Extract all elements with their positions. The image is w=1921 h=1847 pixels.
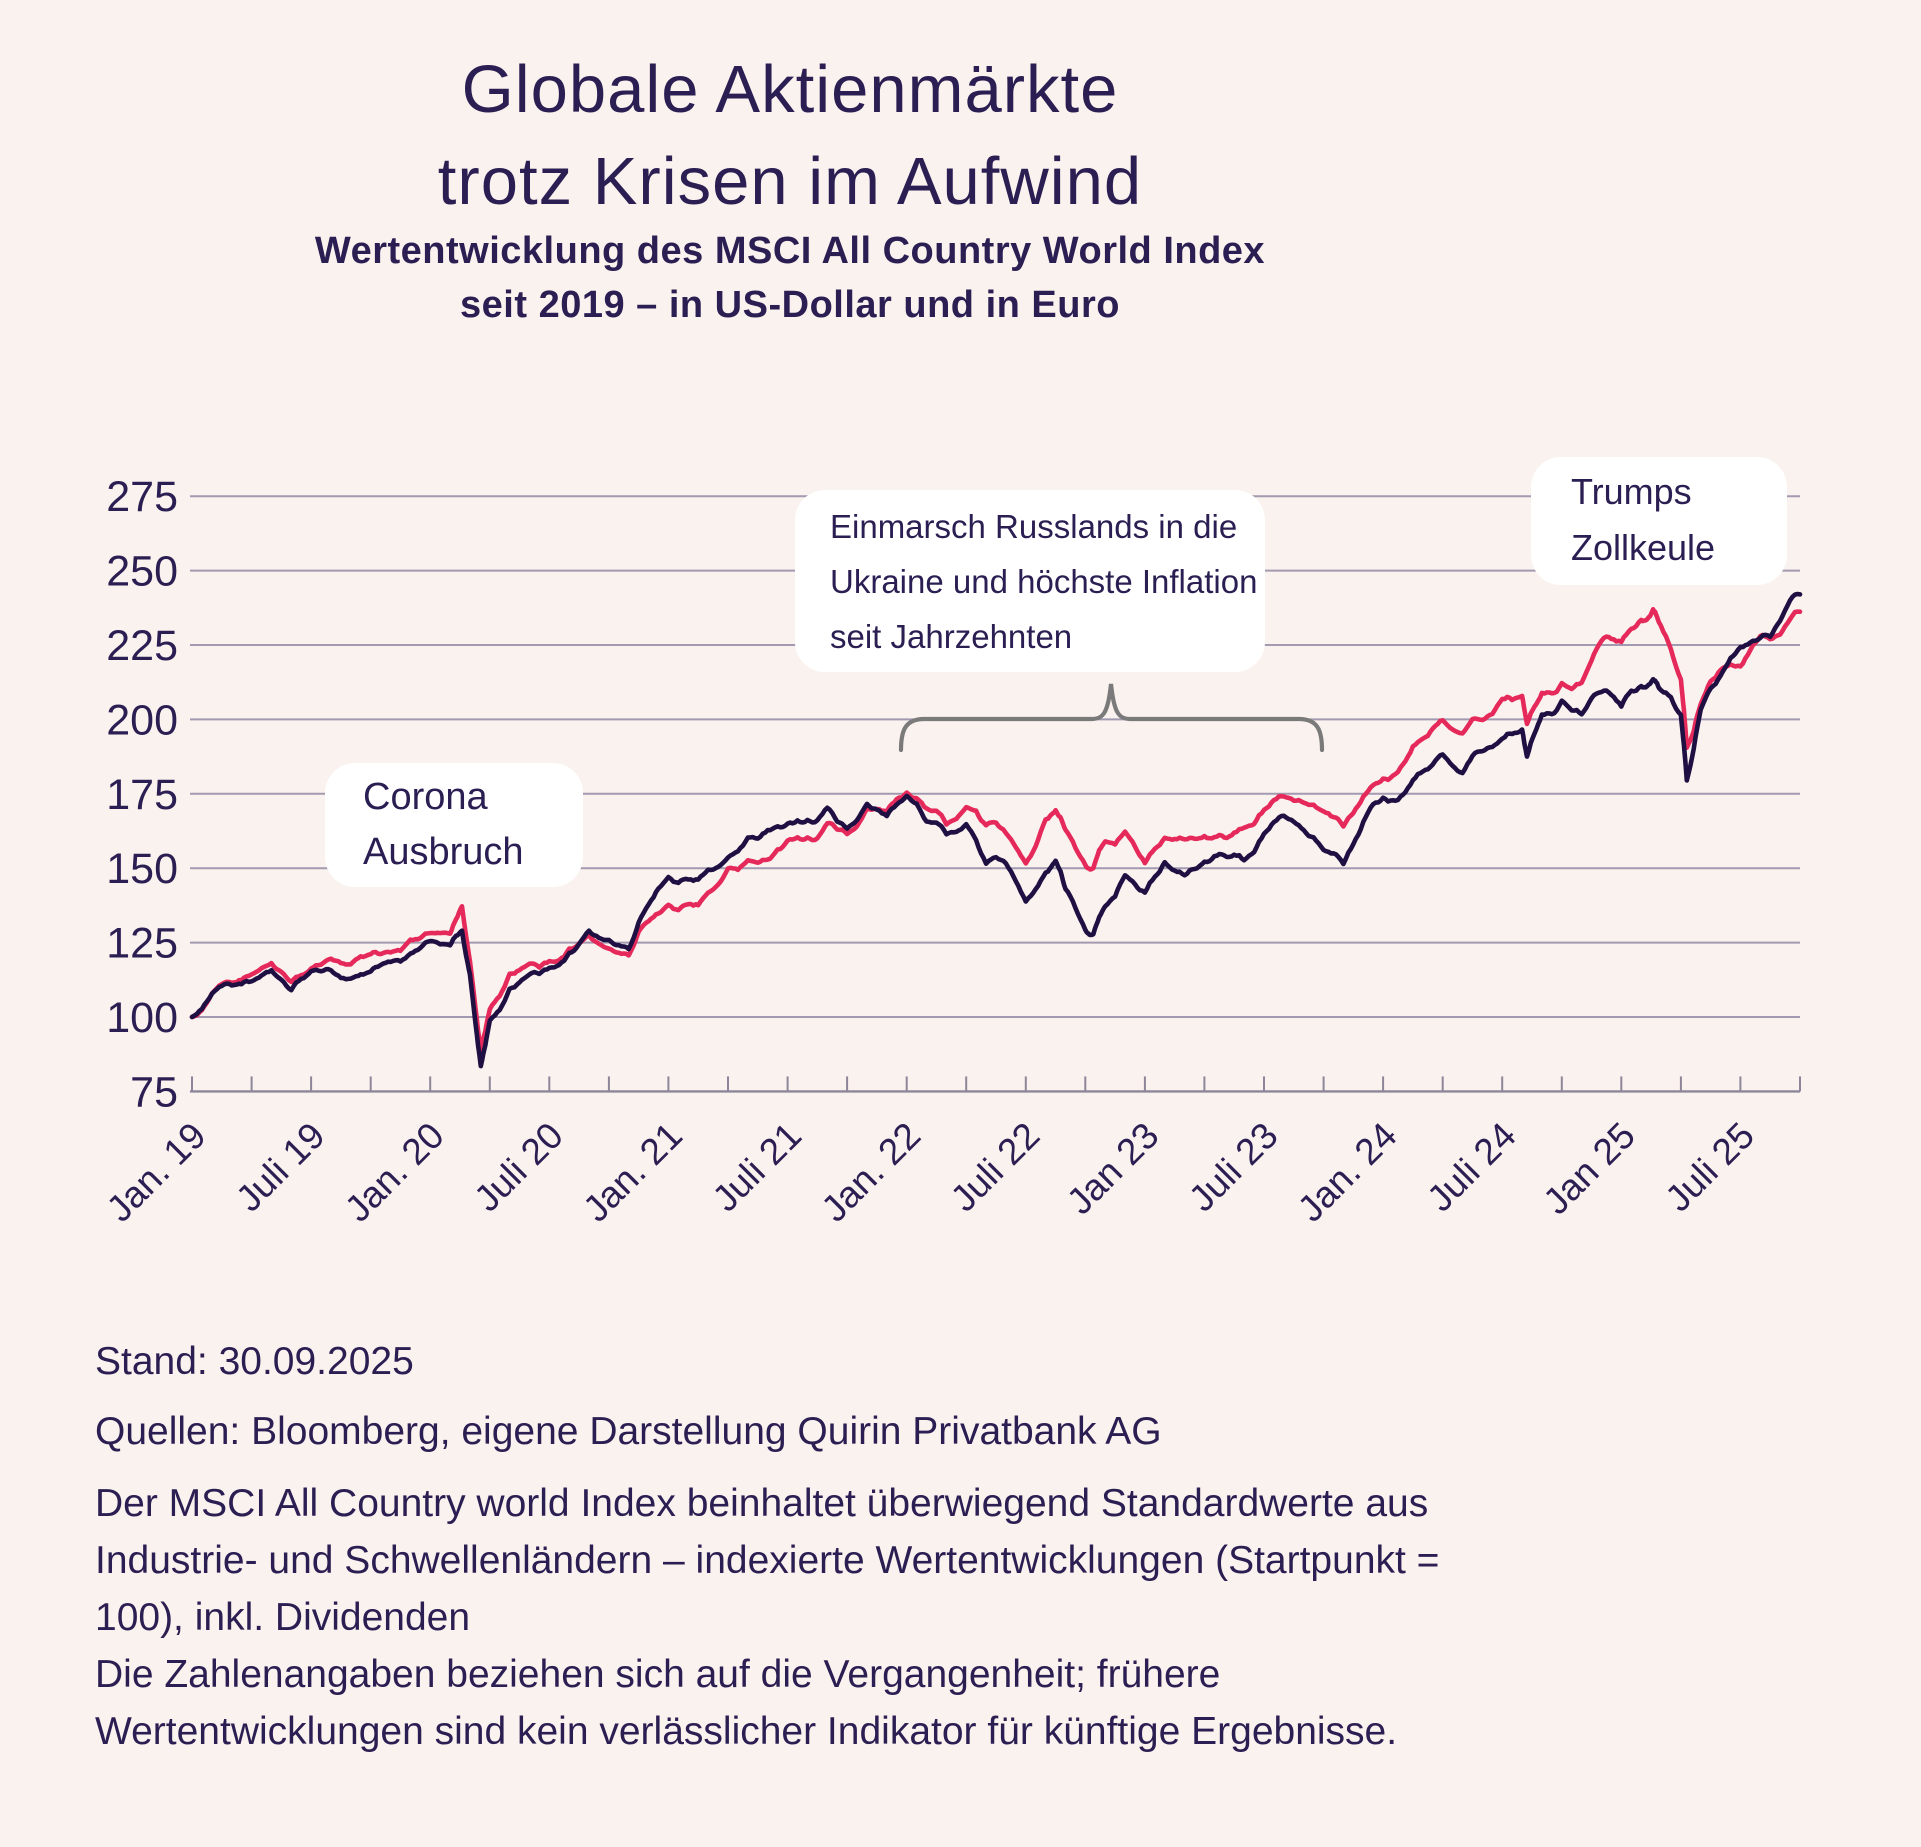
x-axis-tick-label: Jan 23: [1059, 1115, 1167, 1223]
page-subtitle: Wertentwicklung des MSCI All Country Wor…: [0, 224, 1580, 332]
annotation-ukraine-line-1: Einmarsch Russlands in die: [830, 508, 1238, 545]
title-line-1: Globale Aktienmärkte: [461, 52, 1119, 127]
x-axis-tick-label: Juli 24: [1419, 1115, 1524, 1220]
y-axis-tick-label: 100: [106, 994, 178, 1042]
footnote-line-1: Der MSCI All Country world Index beinhal…: [95, 1482, 1429, 1525]
x-axis-tick-label: Jan 25: [1535, 1115, 1643, 1223]
x-axis-tick-label: Jan. 21: [575, 1115, 690, 1230]
x-axis-tick-label: Juli 20: [466, 1115, 571, 1220]
y-axis-tick-label: 125: [106, 920, 178, 968]
series-line-usd: [189, 591, 1803, 1069]
y-axis-tick-label: 250: [106, 548, 178, 596]
footnote-line-4: Die Zahlenangaben beziehen sich auf die …: [95, 1653, 1221, 1696]
x-axis-tick-label: Jan. 19: [99, 1115, 214, 1230]
subtitle-line-2: seit 2019 – in US-Dollar und in Euro: [460, 284, 1120, 326]
series-line-eur: [189, 607, 1803, 1054]
status-date: Stand: 30.09.2025: [95, 1340, 414, 1383]
sources-line: Quellen: Bloomberg, eigene Darstellung Q…: [95, 1410, 1162, 1453]
annotation-ukraine-line-3: seit Jahrzehnten: [830, 618, 1073, 655]
x-axis-tick-label: Juli 22: [943, 1115, 1048, 1220]
y-axis-tick-label: 175: [106, 771, 178, 819]
footnote-line-3: 100), inkl. Dividenden: [95, 1596, 471, 1639]
page-title: Globale Aktienmärkte trotz Krisen im Auf…: [0, 44, 1580, 228]
x-axis-tick-label: Juli 21: [705, 1115, 810, 1220]
subtitle-line-1: Wertentwicklung des MSCI All Country Wor…: [314, 230, 1266, 272]
annotation-corona-line-1: Corona: [363, 776, 488, 818]
annotation-trump-tariffs: Trumps Zollkeule: [1531, 457, 1787, 585]
footnote-line-2: Industrie- und Schwellenländern – indexi…: [95, 1539, 1440, 1582]
y-axis-tick-label: 200: [106, 696, 178, 744]
annotation-trump-line-1: Trumps: [1571, 471, 1692, 512]
annotation-corona-line-2: Ausbruch: [363, 831, 524, 873]
footnote-block: Der MSCI All Country world Index beinhal…: [95, 1475, 1439, 1760]
y-axis-tick-label: 150: [106, 845, 178, 893]
x-axis-tick-label: Jan. 22: [814, 1115, 929, 1230]
x-axis-tick-label: Jan. 20: [337, 1115, 452, 1230]
x-axis-tick-label: Juli 23: [1181, 1115, 1286, 1220]
annotation-trump-line-2: Zollkeule: [1571, 527, 1716, 568]
x-axis-tick-label: Jan. 24: [1290, 1115, 1405, 1230]
footnote-line-5: Wertentwicklungen sind kein verlässliche…: [95, 1710, 1398, 1753]
annotation-ukraine-line-2: Ukraine und höchste Inflation: [830, 563, 1258, 600]
y-axis-tick-label: 275: [106, 473, 178, 521]
annotation-ukraine-inflation: Einmarsch Russlands in die Ukraine und h…: [795, 490, 1265, 672]
y-axis-tick-label: 225: [106, 622, 178, 670]
annotation-brace: [898, 683, 1325, 753]
title-line-2: trotz Krisen im Aufwind: [437, 144, 1143, 219]
y-axis-tick-label: 75: [130, 1068, 178, 1116]
annotation-corona: Corona Ausbruch: [325, 763, 583, 887]
x-axis-tick-label: Juli 19: [228, 1115, 333, 1220]
x-axis-tick-label: Juli 25: [1657, 1115, 1762, 1220]
